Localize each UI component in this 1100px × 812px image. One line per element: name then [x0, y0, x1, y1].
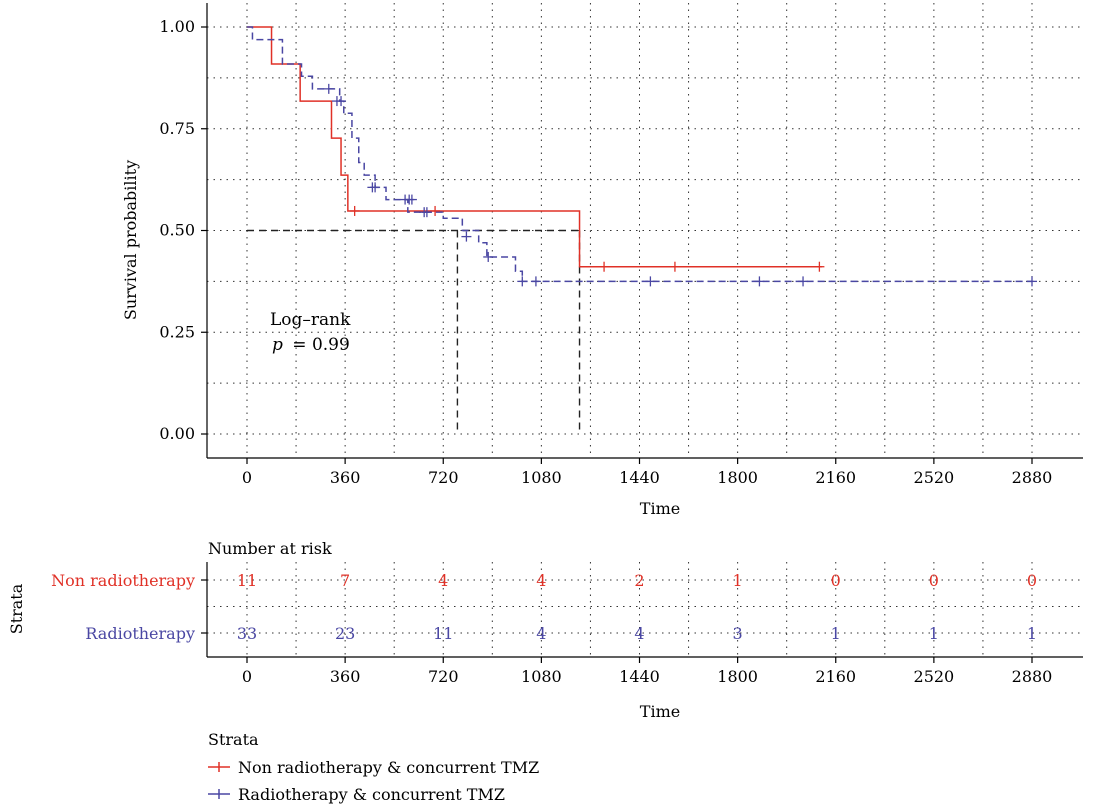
- risk-value: 0: [929, 571, 939, 590]
- number-at-risk-table: Number at risk Non radiotherapy 11 7 4 4 2 1 0 0…: [7, 539, 1083, 721]
- censor-mark: [798, 276, 809, 287]
- risk-x-tick-label: 720: [428, 667, 459, 686]
- censor-mark: [599, 261, 610, 272]
- curve-radiotherapy: [247, 26, 1032, 283]
- risk-value: 0: [831, 571, 841, 590]
- censor-mark: [814, 261, 825, 272]
- censor-mark: [370, 182, 381, 193]
- logrank-p-value: p = 0.99: [272, 335, 350, 355]
- censor-mark: [461, 231, 472, 242]
- y-tick-label: 0.75: [159, 119, 195, 138]
- y-tick-label: 0.00: [159, 424, 195, 443]
- risk-table-grid: [207, 562, 1083, 657]
- risk-x-tick-label: 1800: [717, 667, 758, 686]
- censor-mark: [421, 207, 432, 218]
- x-tick-label: 0: [242, 468, 252, 487]
- censor-mark: [645, 276, 656, 287]
- censor-mark: [323, 83, 334, 94]
- censor-mark: [430, 205, 441, 216]
- p-symbol: p: [272, 335, 283, 355]
- plot-axes: [201, 3, 1083, 464]
- risk-table-x-axis-label: Time: [640, 702, 680, 721]
- x-tick-label: 1440: [619, 468, 660, 487]
- risk-row-label: Non radiotherapy: [51, 571, 195, 590]
- x-tick-label: 2160: [815, 468, 856, 487]
- risk-row-label: Radiotherapy: [85, 624, 195, 643]
- censor-mark: [483, 251, 494, 262]
- risk-x-tick-label: 2520: [914, 667, 955, 686]
- risk-x-tick-label: 1080: [521, 667, 562, 686]
- x-tick-label: 1080: [521, 468, 562, 487]
- plot-grid: [207, 3, 1083, 458]
- y-tick-label: 1.00: [159, 17, 195, 36]
- x-axis-label: Time: [640, 499, 680, 518]
- risk-x-tick-label: 1440: [619, 667, 660, 686]
- censor-mark: [336, 96, 347, 107]
- logrank-label: Log–rank: [270, 310, 351, 330]
- risk-value: 4: [634, 624, 644, 643]
- legend-label-non-radiotherapy: Non radiotherapy & concurrent TMZ: [238, 758, 539, 777]
- risk-table-tick-labels: 0 360 720 1080 1440 1800 2160 2520 2880: [242, 667, 1052, 686]
- legend: Strata Non radiotherapy & concurrent TMZ…: [208, 730, 539, 804]
- legend-title: Strata: [208, 730, 259, 749]
- x-tick-label: 2880: [1012, 468, 1053, 487]
- y-axis-label: Survival probability: [121, 160, 140, 320]
- x-tick-label: 1800: [717, 468, 758, 487]
- x-tick-label: 2520: [914, 468, 955, 487]
- risk-value: 7: [340, 571, 350, 590]
- risk-x-tick-label: 2160: [815, 667, 856, 686]
- risk-x-tick-label: 0: [242, 667, 252, 686]
- censor-mark: [406, 194, 417, 205]
- censor-mark: [754, 276, 765, 287]
- risk-value: 1: [1027, 624, 1037, 643]
- curve-non-radiotherapy: [247, 26, 823, 268]
- risk-value: 11: [237, 571, 257, 590]
- risk-value: 4: [438, 571, 448, 590]
- censor-marks: [323, 83, 1037, 287]
- risk-table-title: Number at risk: [208, 539, 332, 558]
- risk-value: 11: [433, 624, 453, 643]
- median-survival-lines: [247, 229, 581, 434]
- risk-value: 23: [335, 624, 355, 643]
- risk-value: 4: [536, 571, 546, 590]
- y-tick-label: 0.50: [159, 221, 195, 240]
- risk-value: 1: [831, 624, 841, 643]
- risk-x-tick-label: 360: [330, 667, 361, 686]
- legend-item: Non radiotherapy & concurrent TMZ: [208, 758, 539, 777]
- censor-mark: [669, 261, 680, 272]
- survival-plot: 0.00 0.25 0.50 0.75 1.00 0 360 720 1080 1440 1800 2…: [121, 3, 1083, 518]
- survival-curves: [247, 26, 1032, 283]
- x-tick-label: 720: [428, 468, 459, 487]
- risk-value: 0: [1027, 571, 1037, 590]
- x-tick-label: 360: [330, 468, 361, 487]
- legend-label-radiotherapy: Radiotherapy & concurrent TMZ: [238, 785, 505, 804]
- plot-tick-labels: 0.00 0.25 0.50 0.75 1.00 0 360 720 1080 1440 1800 2…: [159, 17, 1052, 487]
- censor-mark: [517, 276, 528, 287]
- risk-value: 2: [634, 571, 644, 590]
- censor-mark: [1027, 276, 1037, 287]
- risk-x-tick-label: 2880: [1012, 667, 1053, 686]
- p-value: = 0.99: [292, 335, 350, 355]
- risk-value: 33: [237, 624, 257, 643]
- risk-value: 3: [733, 624, 743, 643]
- legend-key-non-radiotherapy: [208, 762, 230, 772]
- y-tick-label: 0.25: [159, 322, 195, 341]
- legend-item: Radiotherapy & concurrent TMZ: [208, 785, 505, 804]
- legend-key-radiotherapy: [208, 789, 230, 799]
- censor-mark: [530, 276, 541, 287]
- risk-value: 4: [536, 624, 546, 643]
- censor-mark: [349, 205, 360, 216]
- risk-value: 1: [733, 571, 743, 590]
- risk-value: 1: [929, 624, 939, 643]
- risk-table-axes: [201, 562, 1083, 663]
- risk-table-strata-label: Strata: [7, 583, 26, 634]
